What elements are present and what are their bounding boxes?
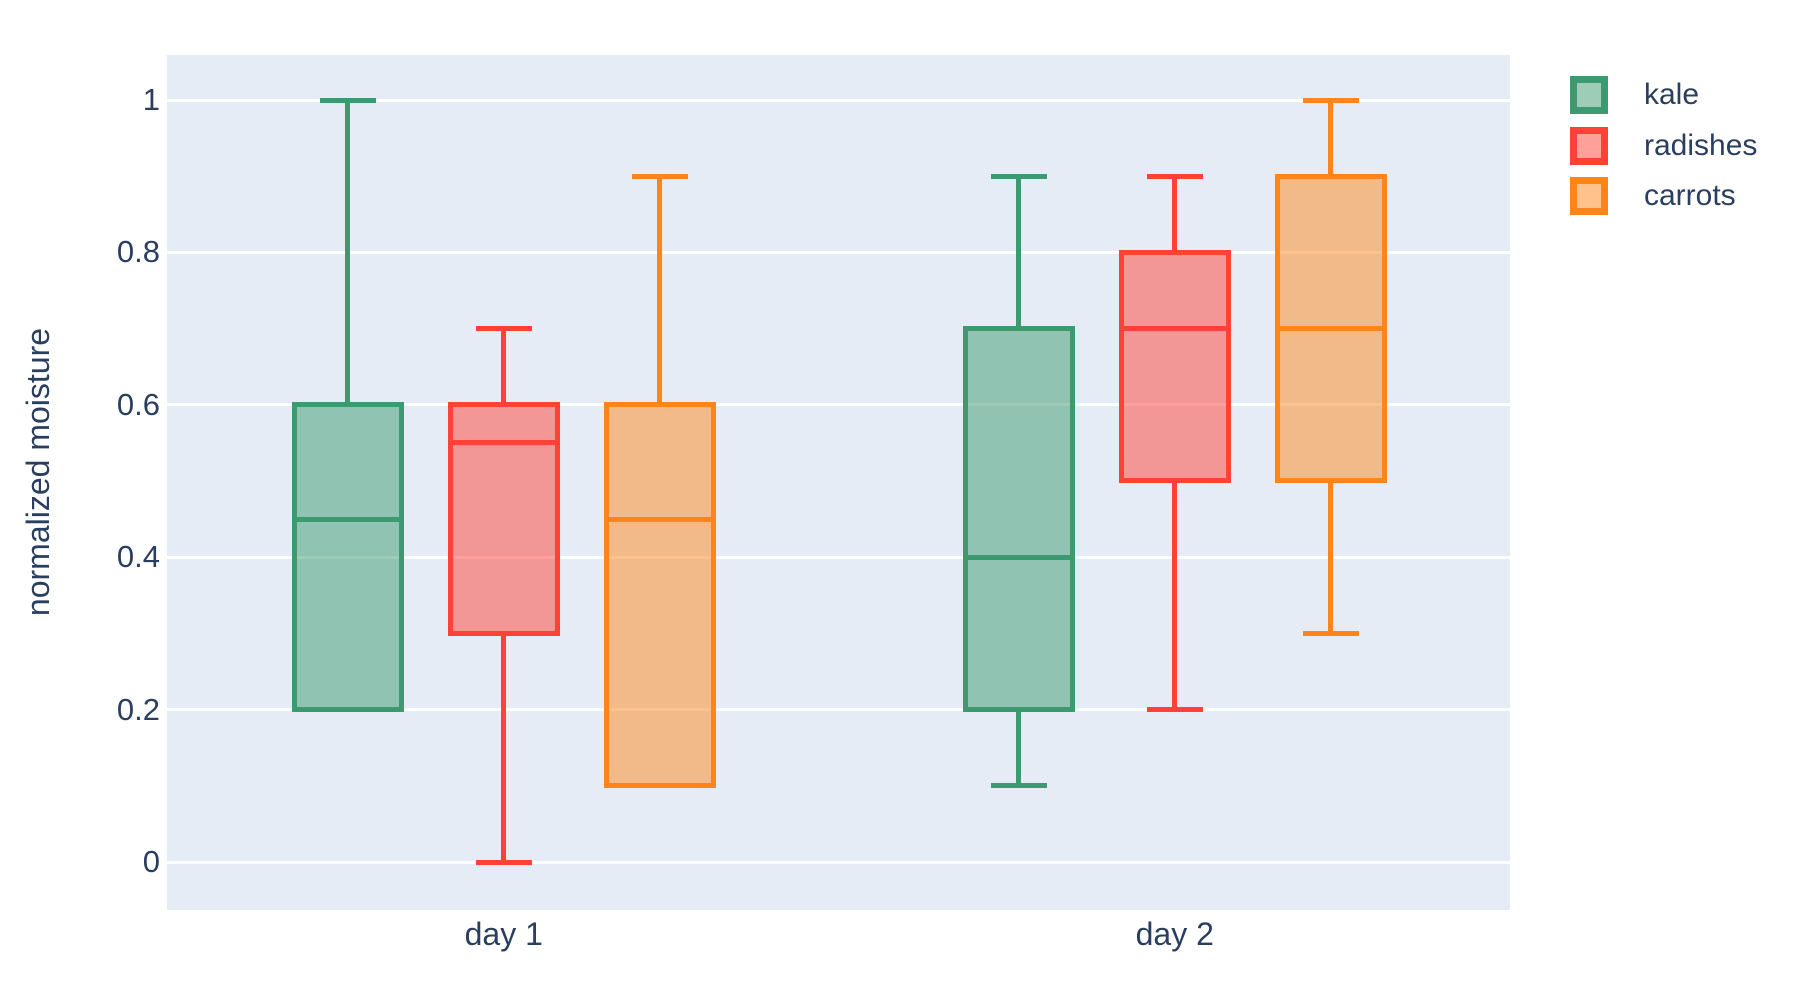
plot-area[interactable] bbox=[167, 55, 1510, 910]
gridline-y-0.6 bbox=[167, 403, 1510, 407]
whisker-cap-min bbox=[1146, 707, 1203, 713]
legend-item-kale[interactable]: kale bbox=[1570, 76, 1699, 114]
whisker-upper bbox=[657, 176, 663, 405]
legend-label-carrots: carrots bbox=[1644, 179, 1736, 212]
whisker-upper bbox=[1328, 100, 1334, 177]
y-tick-label-0.2: 0.2 bbox=[116, 691, 160, 727]
whisker-upper bbox=[501, 328, 507, 405]
gridline-y-1 bbox=[167, 98, 1510, 102]
whisker-cap-min bbox=[990, 783, 1047, 789]
x-tick-label-day-2: day 2 bbox=[1135, 916, 1214, 952]
whisker-cap-max bbox=[631, 173, 688, 179]
whisker-cap-min bbox=[475, 859, 532, 865]
gridline-y-0 bbox=[167, 860, 1510, 864]
whisker-lower bbox=[1016, 709, 1022, 786]
legend-item-carrots[interactable]: carrots bbox=[1570, 177, 1736, 215]
whisker-lower bbox=[1172, 481, 1178, 710]
whisker-upper bbox=[345, 100, 351, 405]
whisker-cap-max bbox=[319, 97, 376, 103]
legend-marker-kale bbox=[1570, 76, 1608, 114]
whisker-cap-min bbox=[1302, 630, 1359, 636]
x-tick-label-day-1: day 1 bbox=[464, 916, 543, 952]
median-line bbox=[962, 554, 1075, 560]
box-rect bbox=[447, 402, 560, 636]
y-tick-label-1: 1 bbox=[142, 82, 160, 117]
whisker-lower bbox=[1328, 481, 1334, 634]
median-line bbox=[291, 516, 404, 522]
y-tick-label-0.8: 0.8 bbox=[116, 234, 160, 270]
gridline-y-0.8 bbox=[167, 250, 1510, 254]
median-line bbox=[447, 440, 560, 446]
box-rect bbox=[603, 402, 716, 789]
y-tick-label-0: 0 bbox=[142, 844, 160, 879]
y-tick-label-0.4: 0.4 bbox=[116, 539, 160, 575]
whisker-cap-max bbox=[1146, 173, 1203, 179]
legend-label-radishes: radishes bbox=[1644, 128, 1758, 162]
box-rect bbox=[1118, 249, 1231, 484]
legend-marker-carrots bbox=[1570, 177, 1608, 215]
whisker-lower bbox=[501, 633, 507, 862]
y-tick-label-0.6: 0.6 bbox=[116, 386, 160, 422]
whisker-upper bbox=[1172, 176, 1178, 253]
box-rect bbox=[291, 402, 404, 713]
legend-item-radishes[interactable]: radishes bbox=[1570, 126, 1758, 165]
median-line bbox=[1274, 326, 1387, 332]
y-axis-title: normalized moisture bbox=[20, 327, 56, 617]
median-line bbox=[1118, 326, 1231, 332]
gridline-y-0.2 bbox=[167, 708, 1510, 712]
whisker-cap-max bbox=[1302, 97, 1359, 103]
median-line bbox=[603, 516, 716, 522]
whisker-cap-max bbox=[475, 326, 532, 332]
whisker-upper bbox=[1016, 176, 1022, 329]
box-rect bbox=[962, 326, 1075, 713]
gridline-y-0.4 bbox=[167, 555, 1510, 559]
legend-marker-radishes bbox=[1570, 126, 1608, 165]
whisker-cap-max bbox=[990, 173, 1047, 179]
legend-label-kale: kale bbox=[1644, 78, 1700, 111]
